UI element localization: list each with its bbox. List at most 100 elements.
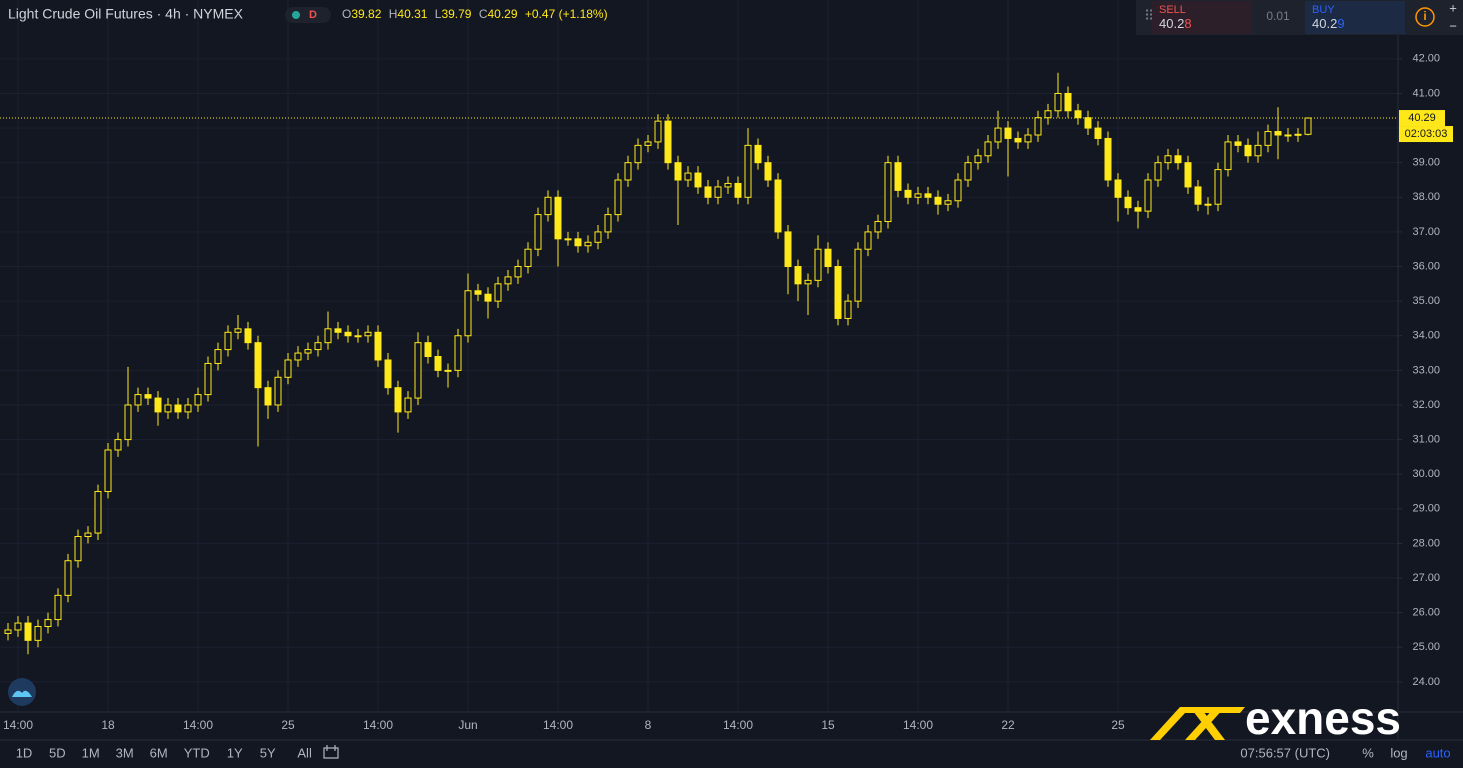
candle-body	[844, 300, 852, 319]
date-range-icon[interactable]	[323, 745, 339, 759]
x-tick-label: 14:00	[183, 718, 213, 732]
ohlc-letter: H	[389, 7, 398, 21]
candle-body	[704, 186, 712, 198]
candle-body	[1164, 155, 1172, 164]
candle-body	[1174, 155, 1182, 164]
candle-body	[694, 172, 702, 188]
x-tick-label: 15	[821, 718, 835, 732]
candle-body	[1194, 186, 1202, 205]
candle-body	[294, 352, 302, 361]
range-button[interactable]: All	[297, 745, 312, 760]
last-price-label: 40.29	[1408, 112, 1436, 124]
zoom-out[interactable]: −	[1449, 18, 1457, 33]
candle-body	[1204, 203, 1212, 206]
y-tick-label: 34.00	[1412, 330, 1440, 342]
range-button[interactable]: 1Y	[227, 745, 243, 760]
candle-body	[414, 342, 422, 399]
candle-body	[504, 276, 512, 285]
candle-body	[574, 238, 582, 247]
candle-body	[364, 331, 372, 337]
candle-body	[654, 120, 662, 143]
candle-body	[84, 532, 92, 538]
candle-body	[304, 349, 312, 354]
candle-body	[614, 179, 622, 216]
candle-body	[874, 221, 882, 233]
candle-body	[624, 162, 632, 181]
range-button[interactable]: 5Y	[260, 745, 276, 760]
candle-body	[964, 162, 972, 181]
ohlc-value: 40.31	[397, 7, 427, 21]
candle-body	[1044, 110, 1052, 119]
percent-toggle[interactable]: %	[1362, 745, 1374, 760]
x-tick-label: 8	[645, 718, 652, 732]
range-button[interactable]: 5D	[49, 745, 66, 760]
market-dot	[292, 11, 300, 19]
candle-body	[814, 248, 822, 281]
candle-body	[1134, 207, 1142, 212]
candle-body	[104, 449, 112, 493]
sell-price: 40.28	[1159, 16, 1192, 31]
sell-price-pip: 8	[1184, 16, 1191, 31]
sell-button[interactable]	[1152, 1, 1252, 34]
range-button[interactable]: YTD	[184, 745, 210, 760]
range-button[interactable]: 3M	[116, 745, 134, 760]
candle-body	[914, 193, 922, 198]
sell-price-main: 40.2	[1159, 16, 1184, 31]
candle-body	[164, 404, 172, 413]
y-tick-label: 25.00	[1412, 641, 1440, 653]
candle-body	[1254, 144, 1262, 157]
spread: 0.01	[1266, 9, 1290, 23]
candle-body	[334, 328, 342, 333]
buy-price-main: 40.2	[1312, 16, 1337, 31]
y-tick-label: 36.00	[1412, 260, 1440, 272]
candle-body	[64, 560, 72, 596]
drag-handle[interactable]: ⠿	[1144, 8, 1154, 24]
candle-body	[1304, 117, 1312, 135]
candle-body	[224, 331, 232, 351]
candle-body	[1104, 137, 1112, 181]
candle-body	[344, 331, 352, 337]
buy-button[interactable]	[1305, 1, 1405, 34]
info-icon[interactable]	[1415, 7, 1435, 27]
candle-body	[1054, 92, 1062, 112]
candle-body	[154, 397, 162, 413]
x-tick-label: 14:00	[3, 718, 33, 732]
candle-body	[44, 619, 52, 628]
range-button[interactable]: 6M	[150, 745, 168, 760]
candle-body	[944, 200, 952, 205]
ohlc-value: 39.82	[351, 7, 381, 21]
candle-body	[1244, 144, 1252, 157]
candle-body	[444, 369, 452, 372]
x-tick-label: 25	[281, 718, 295, 732]
candle-body	[1124, 196, 1132, 209]
brand-mark	[1150, 707, 1245, 740]
buy-price-pip: 9	[1337, 16, 1344, 31]
candle-body	[424, 342, 432, 358]
brand-mark	[1185, 707, 1225, 740]
range-button[interactable]: 1D	[16, 745, 33, 760]
y-tick-label: 38.00	[1412, 191, 1440, 203]
candle-body	[394, 387, 402, 413]
tv-logo	[8, 678, 36, 706]
candle-body	[804, 279, 812, 285]
candle-body	[604, 214, 612, 233]
log-toggle[interactable]: log	[1390, 745, 1407, 760]
candle-body	[244, 328, 252, 344]
candle-body	[1294, 133, 1302, 136]
zoom-in[interactable]: +	[1449, 0, 1457, 15]
candle-body	[1024, 134, 1032, 143]
y-tick-label: 24.00	[1412, 676, 1440, 688]
auto-toggle[interactable]: auto	[1425, 745, 1450, 760]
candle-body	[4, 629, 12, 634]
candle-body	[584, 241, 592, 247]
candle-body	[1114, 179, 1122, 198]
candle-body	[24, 622, 32, 641]
candle-body	[724, 182, 732, 188]
candle-body	[274, 376, 282, 406]
candle-body	[864, 231, 872, 250]
candle-body	[384, 359, 392, 389]
range-button[interactable]: 1M	[82, 745, 100, 760]
candle-body	[124, 404, 132, 441]
candle-body	[974, 155, 982, 164]
delay-badge: D	[309, 9, 317, 21]
